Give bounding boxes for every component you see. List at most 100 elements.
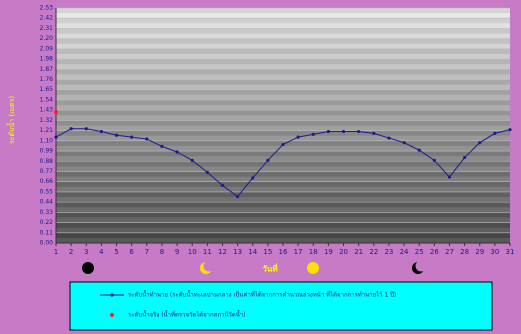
x-tick-label: 17 bbox=[294, 248, 303, 256]
data-point bbox=[160, 144, 164, 148]
data-point bbox=[130, 135, 134, 139]
moon-icons bbox=[82, 260, 427, 274]
plot-band bbox=[56, 232, 510, 243]
plot-band-highlight bbox=[56, 84, 510, 90]
data-point bbox=[417, 148, 421, 152]
legend-label: ระดับน้ำทำนาย (ระดับน้ำทะเลปานกลาง เป็นค… bbox=[128, 289, 396, 299]
moon-shadow bbox=[203, 260, 215, 272]
data-point bbox=[296, 135, 300, 139]
y-tick-label: 2.09 bbox=[40, 45, 54, 52]
plot-band-highlight bbox=[56, 207, 510, 213]
y-tick-label: 2.31 bbox=[40, 25, 54, 32]
x-axis-title: วันที่ bbox=[262, 263, 277, 274]
y-tick-label: 0.55 bbox=[40, 188, 54, 195]
data-point bbox=[402, 141, 406, 145]
moon-shadow bbox=[415, 260, 427, 272]
x-tick-label: 22 bbox=[369, 248, 378, 256]
data-point bbox=[463, 155, 467, 160]
legend-label: ระดับน้ำจริง (น้ำที่ตรวจวัดได้จากสถานีวั… bbox=[128, 309, 246, 319]
data-point bbox=[326, 129, 330, 134]
y-tick-label: 2.53 bbox=[40, 5, 54, 12]
plot-band-highlight bbox=[56, 33, 510, 39]
plot-band-highlight bbox=[56, 156, 510, 162]
y-tick-label: 0.22 bbox=[40, 219, 54, 226]
plot-band-highlight bbox=[56, 64, 510, 70]
y-tick-label: 1.98 bbox=[40, 56, 54, 63]
x-tick-label: 15 bbox=[263, 248, 272, 256]
y-tick-label: 1.10 bbox=[40, 137, 54, 144]
y-tick-label: 0.33 bbox=[40, 209, 54, 216]
x-tick-label: 24 bbox=[400, 248, 409, 256]
plot-band-highlight bbox=[56, 135, 510, 141]
plot-band-highlight bbox=[56, 145, 510, 152]
legend bbox=[69, 281, 493, 331]
data-point bbox=[114, 133, 119, 137]
x-tick-label: 12 bbox=[218, 248, 227, 256]
y-tick-label: 2.42 bbox=[40, 15, 54, 22]
y-tick-label: 1.76 bbox=[40, 76, 54, 83]
x-tick-label: 3 bbox=[84, 248, 88, 256]
plot-band-highlight bbox=[56, 23, 510, 29]
y-tick-label: 0.11 bbox=[40, 229, 54, 236]
plot-band bbox=[56, 59, 510, 70]
plot-band-highlight bbox=[56, 176, 510, 182]
plot-band-highlight bbox=[56, 74, 510, 80]
plot-band bbox=[56, 171, 510, 182]
x-tick-label: 6 bbox=[129, 248, 134, 256]
y-tick-label: 1.21 bbox=[40, 127, 54, 134]
data-point bbox=[145, 137, 149, 141]
data-point bbox=[54, 110, 58, 115]
plot-band bbox=[56, 191, 510, 203]
y-tick-label: 0.00 bbox=[40, 240, 54, 247]
plot-band-highlight bbox=[56, 53, 510, 60]
x-tick-label: 25 bbox=[415, 248, 424, 256]
x-tick-label: 7 bbox=[145, 248, 149, 256]
x-tick-label: 2 bbox=[69, 248, 73, 256]
data-point bbox=[508, 128, 512, 132]
plot-band-highlight bbox=[56, 166, 510, 172]
x-tick-label: 19 bbox=[324, 248, 333, 256]
data-point bbox=[69, 127, 73, 131]
data-point bbox=[432, 158, 436, 162]
plot-band-highlight bbox=[56, 115, 510, 121]
plot-band-highlight bbox=[56, 94, 510, 100]
new-moon bbox=[82, 262, 94, 274]
x-tick-label: 20 bbox=[339, 248, 348, 256]
x-tick-label: 16 bbox=[279, 248, 288, 256]
x-tick-label: 4 bbox=[99, 248, 104, 256]
plot-band-highlight bbox=[56, 197, 510, 203]
y-tick-label: 0.66 bbox=[40, 178, 54, 185]
x-tick-label: 21 bbox=[354, 248, 363, 256]
x-tick-label: 13 bbox=[233, 248, 242, 256]
data-point bbox=[205, 170, 209, 175]
plot-band-highlight bbox=[56, 13, 510, 19]
x-tick-label: 28 bbox=[460, 248, 469, 256]
data-point bbox=[357, 129, 361, 134]
plot-band-highlight bbox=[56, 237, 510, 243]
plot-bands bbox=[56, 8, 510, 243]
y-axis-title: ระดับน้ำ (เมตร) bbox=[5, 96, 16, 144]
x-tick-label: 31 bbox=[506, 248, 515, 256]
y-tick-label: 0.77 bbox=[40, 168, 54, 175]
data-point bbox=[478, 141, 482, 145]
x-tick-label: 9 bbox=[175, 248, 179, 256]
plot-band bbox=[56, 151, 510, 162]
x-tick-label: 10 bbox=[188, 248, 197, 256]
y-tick-label: 1.87 bbox=[40, 66, 54, 73]
x-tick-label: 29 bbox=[475, 248, 484, 256]
y-tick-label: 0.99 bbox=[40, 148, 54, 155]
y-tick-label: 0.88 bbox=[40, 158, 54, 165]
legend-swatch bbox=[110, 313, 114, 317]
data-point bbox=[220, 183, 225, 188]
plot-band-highlight bbox=[56, 227, 510, 233]
plot-band-highlight bbox=[56, 105, 510, 111]
data-point bbox=[372, 131, 376, 135]
plot-band-highlight bbox=[56, 217, 510, 223]
x-tick-label: 14 bbox=[248, 248, 257, 256]
plot-band-highlight bbox=[56, 43, 510, 49]
data-point bbox=[54, 135, 58, 139]
data-point bbox=[447, 175, 452, 179]
data-point bbox=[236, 194, 240, 199]
